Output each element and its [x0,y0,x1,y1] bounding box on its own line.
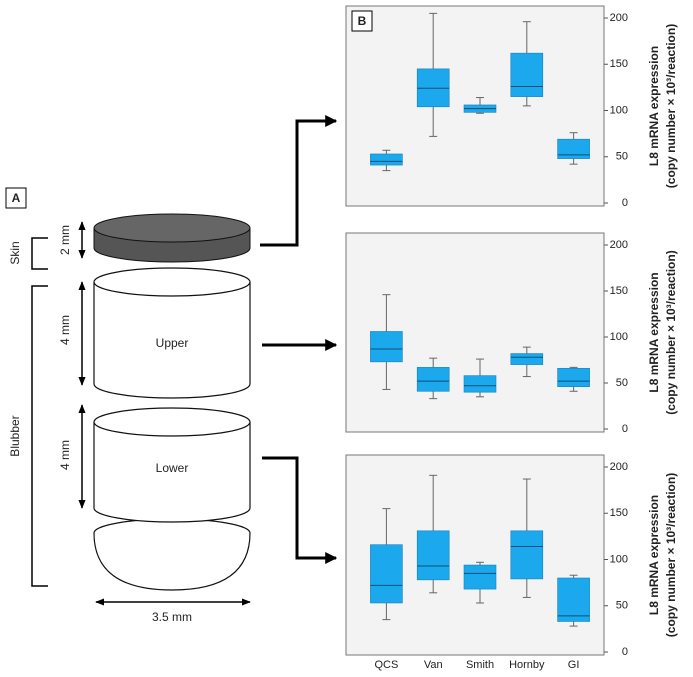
y-tick-label: 150 [610,58,628,70]
box [416,530,450,581]
y-axis-title: L8 mRNA expression [647,272,661,392]
y-tick-label: 50 [616,151,628,163]
box [370,331,403,363]
x-tick-label: Van [424,659,443,671]
y-tick-label: 100 [610,104,628,116]
x-tick-label: GI [568,659,580,671]
width-label: 3.5 mm [152,610,192,624]
lower-top [93,407,251,437]
y-axis-title: L8 mRNA expression [647,495,661,615]
y-axis-title: (copy number × 10³/reaction) [664,473,678,637]
box [370,544,403,604]
box [510,52,544,97]
box [463,564,497,590]
panel-box [5,187,27,209]
box [510,353,544,365]
y-tick-label: 0 [622,197,628,209]
upper-cylinder [93,282,251,399]
y-tick-label: 0 [622,423,628,435]
y-tick-label: 50 [616,600,628,612]
lower-thickness: 4 mm [58,440,72,470]
y-axis-title: (copy number × 10³/reaction) [664,24,678,188]
connector [260,115,338,247]
lower-label: Lower [156,461,189,475]
y-tick-label: 200 [610,239,628,251]
panel-label: A [12,191,21,205]
lower-cylinder [93,422,251,523]
blubber-bracket [31,285,48,587]
box [557,367,590,387]
dome [93,518,251,591]
box [370,153,403,166]
box [557,577,590,622]
y-tick-label: 200 [610,12,628,24]
y-axis-title: L8 mRNA expression [647,46,661,166]
blubber-label: Blubber [8,415,22,456]
panel-box [351,10,373,32]
upper-thickness: 4 mm [58,315,72,345]
upper-top [93,267,251,297]
x-tick-label: QCS [374,659,398,671]
skin-bracket [31,237,48,270]
skin-thickness: 2 mm [58,225,72,255]
y-tick-label: 100 [610,553,628,565]
y-tick-label: 50 [616,377,628,389]
panel-label: B [358,14,367,28]
y-tick-label: 100 [610,331,628,343]
y-tick-label: 200 [610,461,628,473]
y-tick-label: 150 [610,507,628,519]
upper-label: Upper [156,336,189,350]
connector [262,456,338,564]
diagram: A Upper Lower 2 mm 4 mm 4 mm 3.5 mm Skin… [5,115,338,624]
x-tick-label: Smith [466,659,494,671]
box [557,138,590,159]
skin-top [93,213,251,243]
x-tick-label: Hornby [509,659,545,671]
box [463,375,497,393]
box [416,367,450,392]
y-axis-title: (copy number × 10³/reaction) [664,250,678,414]
y-tick-label: 150 [610,285,628,297]
skin-label: Skin [8,241,22,264]
y-tick-label: 0 [622,646,628,658]
box [510,530,544,580]
